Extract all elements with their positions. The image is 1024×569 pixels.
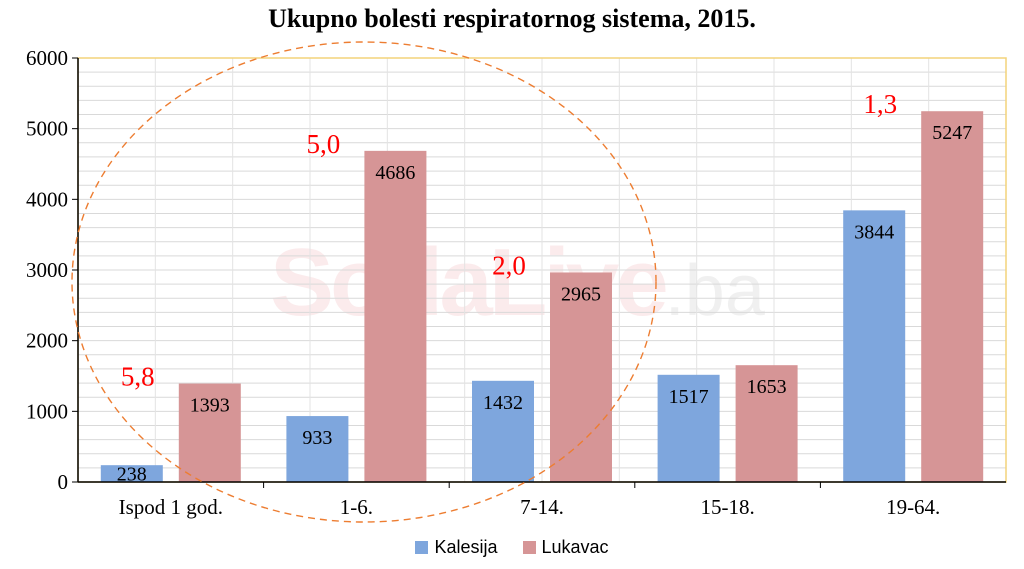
- data-label: 1653: [747, 376, 787, 398]
- data-label: 1432: [483, 392, 523, 414]
- legend-swatch-kalesija: [415, 541, 429, 554]
- y-tick-label: 3000: [26, 258, 68, 282]
- data-label: 1393: [190, 395, 230, 417]
- bar-lukavac: [921, 111, 984, 482]
- data-label: 238: [117, 464, 147, 486]
- data-label: 5247: [932, 122, 972, 144]
- chart-title: Ukupno bolesti respiratornog sistema, 20…: [268, 4, 756, 33]
- y-tick-label: 4000: [26, 187, 68, 211]
- bar-kalesija: [657, 374, 720, 482]
- x-tick-label: 1-6.: [340, 495, 373, 519]
- x-tick-label: 19-64.: [886, 495, 940, 519]
- data-label: 933: [302, 427, 332, 449]
- legend-label-kalesija: Kalesija: [434, 537, 498, 557]
- legend-swatch-lukavac: [522, 541, 536, 554]
- ratio-label: 5,0: [307, 129, 341, 159]
- bar-lukavac: [550, 272, 612, 482]
- y-tick-label: 6000: [26, 46, 68, 70]
- bar-lukavac: [178, 383, 241, 482]
- data-labels: 238 1393 933 4686 1432 2965 1517 1653 3844 5247: [117, 122, 972, 485]
- bar-kalesija: [100, 465, 163, 482]
- bars: [100, 111, 984, 482]
- ratio-labels: 5,8 5,0 2,0 1,3: [121, 89, 897, 391]
- y-axis: 0 1000 2000 3000 4000 5000 6000: [26, 46, 79, 494]
- bar-lukavac: [364, 150, 427, 482]
- y-tick-label: 2000: [26, 329, 68, 353]
- legend-item-lukavac: Lukavac: [522, 537, 609, 558]
- y-tick-label: 5000: [26, 117, 68, 141]
- ratio-label: 1,3: [863, 89, 897, 119]
- x-tick-label: Ispod 1 god.: [119, 495, 223, 519]
- highlight-overlay: [71, 41, 657, 523]
- x-axis: Ispod 1 god. 1-6. 7-14. 15-18. 19-64.: [78, 481, 1006, 519]
- legend-item-kalesija: Kalesija: [415, 537, 497, 558]
- ratio-label: 2,0: [492, 250, 526, 280]
- y-tick-label: 0: [58, 470, 69, 494]
- data-label: 2965: [561, 283, 601, 305]
- bar-kalesija: [472, 380, 534, 482]
- bar-lukavac: [735, 365, 798, 482]
- data-label: 3844: [854, 221, 894, 243]
- watermark-suffix: .ba: [664, 251, 765, 331]
- data-label: 4686: [375, 162, 415, 184]
- x-tick-label: 7-14.: [520, 495, 564, 519]
- legend: Kalesija Lukavac: [0, 537, 1024, 559]
- data-label: 1517: [669, 386, 709, 408]
- highlight-ellipse: [71, 41, 657, 523]
- ratio-label: 5,8: [121, 362, 155, 392]
- bar-kalesija: [286, 416, 349, 482]
- legend-label-lukavac: Lukavac: [541, 537, 609, 557]
- bar-kalesija: [843, 210, 906, 482]
- y-tick-label: 1000: [26, 399, 68, 423]
- x-tick-label: 15-18.: [700, 495, 754, 519]
